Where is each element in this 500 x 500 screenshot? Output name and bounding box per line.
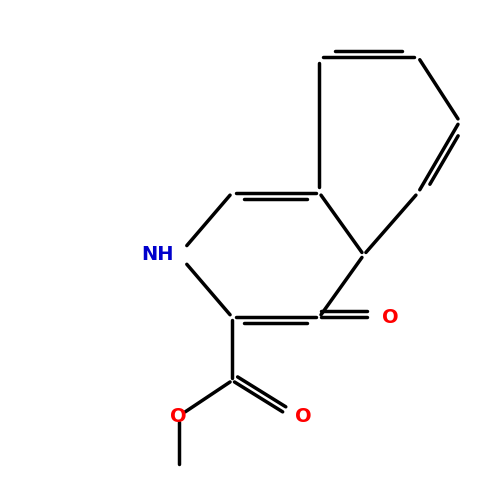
Text: O: O [170, 406, 187, 426]
Text: O: O [294, 406, 311, 426]
Text: O: O [382, 308, 398, 326]
Text: NH: NH [142, 246, 174, 264]
